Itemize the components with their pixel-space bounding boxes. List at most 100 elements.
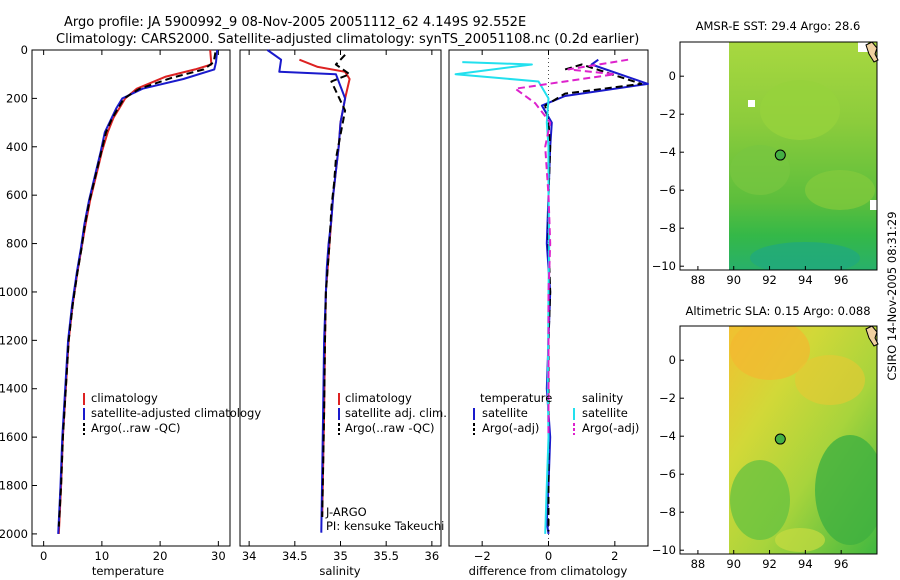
map-y-tick-label: −6: [659, 467, 676, 481]
map-x-tick-label: 88: [691, 273, 706, 287]
series-line-argo-raw-qc: [321, 54, 351, 518]
sla-patch: [795, 355, 865, 405]
sst-missing-cell: [858, 42, 868, 52]
legend-label-sal-argo: Argo(..raw -QC): [345, 421, 435, 435]
sla-patch: [775, 528, 825, 552]
map-y-tick-label: −8: [659, 221, 676, 235]
map-y-tick-label: −10: [652, 543, 676, 557]
series-line-satellite-adjusted-climatology: [57, 49, 219, 534]
legend-title-temperature: temperature: [480, 391, 552, 405]
legend-label-climatology: climatology: [91, 391, 158, 405]
series-line-salinity-argo-adj: [514, 58, 629, 438]
legend-label-sal-satellite-diff: satellite: [582, 406, 628, 420]
x-tick-label: 0: [40, 549, 47, 563]
legend-label-argo: Argo(..raw -QC): [91, 421, 181, 435]
sst-map-frame: [679, 41, 878, 271]
y-tick-label: 0: [21, 43, 28, 57]
map-y-tick-label: 0: [669, 353, 676, 367]
sst-missing-cell: [870, 200, 877, 210]
legend-label-sal-argo-diff: Argo(-adj): [582, 421, 639, 435]
map-x-tick-label: 94: [798, 273, 813, 287]
salinity-panel: 34 34.5 35 35.5 36 salinity climatology sate…: [239, 49, 447, 578]
map-x-tick-label: 88: [691, 557, 706, 571]
y-tick-label: 2000: [0, 527, 28, 541]
x-tick-label: 2: [611, 549, 618, 563]
series-line-temperature-satellite: [540, 58, 649, 535]
y-tick-label: 1800: [0, 479, 28, 493]
sst-missing-cell: [748, 100, 755, 107]
legend-label-sal-satellite: satellite adj. clim.: [345, 406, 447, 420]
sst-map-title: AMSR-E SST: 29.4 Argo: 28.6: [696, 19, 861, 33]
x-tick-label: 10: [95, 549, 110, 563]
difference-x-axis-label: difference from climatology: [469, 564, 628, 578]
sla-patch: [730, 460, 790, 540]
map-y-tick-label: −4: [659, 145, 676, 159]
x-tick-label: 36: [425, 549, 440, 563]
sla-patch: [815, 435, 877, 545]
sst-patch: [750, 242, 860, 270]
temperature-panel: 0 200 400 600 800 1000 1200 1400 1600 1800 2000 0 1…: [0, 43, 261, 578]
sst-patch: [730, 145, 790, 195]
difference-legend: temperature satellite Argo(-adj) salinit…: [473, 391, 639, 435]
y-tick-label: 1600: [0, 430, 28, 444]
x-tick-label: 0: [545, 549, 552, 563]
temperature-lines: [57, 49, 219, 534]
credit-stamp: CSIRO 14-Nov-2005 08:31:29: [885, 211, 899, 380]
x-tick-label: −2: [474, 549, 491, 563]
difference-lines: [454, 58, 649, 535]
salinity-lines: [266, 49, 351, 533]
x-tick-label: 35.5: [373, 549, 399, 563]
sla-map-frame: [679, 325, 878, 555]
y-tick-label: 1400: [0, 382, 28, 396]
x-tick-label: 30: [211, 549, 226, 563]
sst-land-icon: [865, 41, 879, 63]
x-tick-label: 35: [333, 549, 348, 563]
legend-label-satellite-adjusted: satellite-adjusted climatology: [91, 406, 261, 420]
temperature-legend: climatology satellite-adjusted climatolo…: [83, 391, 261, 435]
map-y-tick-label: −4: [659, 429, 676, 443]
map-y-tick-label: −2: [659, 391, 676, 405]
map-y-tick-label: −10: [652, 259, 676, 273]
map-y-tick-label: −6: [659, 183, 676, 197]
series-line-argo-raw-qc: [57, 52, 217, 527]
sst-argo-marker: [774, 149, 786, 161]
series-line-climatology: [57, 49, 213, 534]
series-line-temperature-argo-adj: [544, 63, 643, 532]
temperature-axes-frame: [31, 49, 231, 547]
sla-argo-marker: [774, 433, 786, 445]
map-x-tick-label: 96: [834, 557, 849, 571]
sla-map-title: Altimetric SLA: 0.15 Argo: 0.088: [685, 304, 870, 318]
sst-patch: [760, 80, 840, 140]
temperature-x-axis-label: temperature: [92, 564, 164, 578]
header-line1: Argo profile: JA 5900992_9 08-Nov-2005 2…: [64, 15, 526, 30]
map-x-tick-label: 92: [762, 273, 777, 287]
map-x-tick-label: 94: [798, 557, 813, 571]
map-x-tick-label: 92: [762, 557, 777, 571]
header-line2: Climatology: CARS2000. Satellite-adjuste…: [56, 32, 639, 47]
salinity-x-axis-label: salinity: [319, 564, 360, 578]
y-tick-label: 400: [6, 140, 28, 154]
sst-map-panel: AMSR-E SST: 29.4 Argo: 28.6 88 90 92 94 96 0 −…: [652, 19, 879, 287]
difference-panel: −2 0 2 difference from climatology tempera…: [448, 49, 649, 578]
map-y-tick-label: −2: [659, 107, 676, 121]
legend-label-temp-satellite: satellite: [482, 406, 528, 420]
y-tick-label: 800: [6, 237, 28, 251]
temperature-x-ticks: 0 10 20 30: [40, 50, 226, 563]
legend-label-sal-climatology: climatology: [345, 391, 412, 405]
salinity-legend: climatology satellite adj. clim. Argo(..…: [338, 391, 447, 435]
map-y-tick-label: −8: [659, 505, 676, 519]
y-tick-label: 600: [6, 188, 28, 202]
legend-label-temp-argo: Argo(-adj): [482, 421, 539, 435]
sla-map-panel: Altimetric SLA: 0.15 Argo: 0.088 88 90 92 9…: [652, 304, 879, 571]
y-tick-label: 1200: [0, 333, 28, 347]
salinity-x-ticks: 34 34.5 35 35.5 36: [242, 50, 439, 563]
y-tick-label: 1000: [0, 285, 28, 299]
sst-map-ticks: 88 90 92 94 96 0 −2 −4 −6 −8 −10: [652, 69, 849, 287]
x-tick-label: 20: [153, 549, 168, 563]
y-tick-label: 200: [6, 91, 28, 105]
sla-land-icon: [865, 325, 879, 347]
sla-map-ticks: 88 90 92 94 96 0 −2 −4 −6 −8 −10: [652, 353, 849, 571]
x-tick-label: 34: [242, 549, 257, 563]
series-line-satellite-adj-clim: [266, 49, 347, 533]
